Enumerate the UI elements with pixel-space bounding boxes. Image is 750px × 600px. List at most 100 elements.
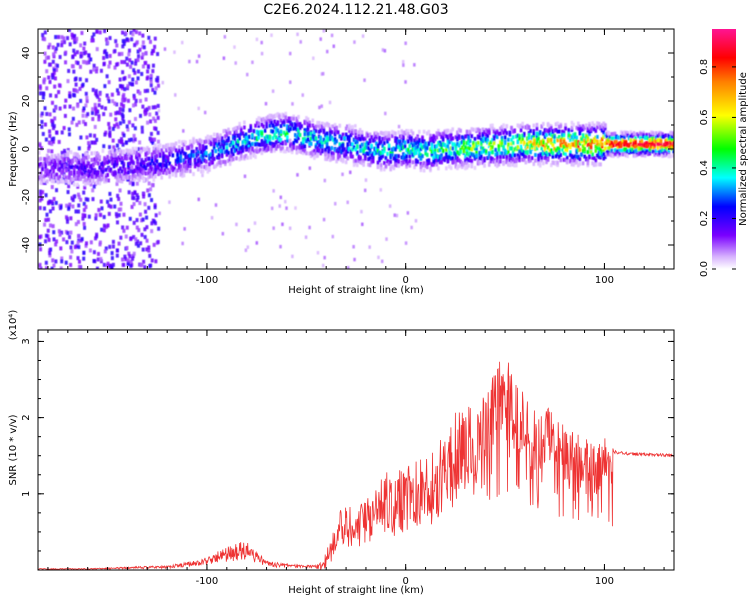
- heatmap-cell: [507, 150, 510, 155]
- heatmap-cell: [70, 120, 74, 125]
- heatmap-cell: [441, 136, 445, 141]
- heatmap-cell: [100, 167, 103, 172]
- heatmap-cell: [136, 89, 140, 94]
- heatmap-cell: [225, 149, 229, 154]
- heatmap-cell: [495, 163, 499, 168]
- heatmap-cell: [150, 173, 154, 178]
- heatmap-cell: [187, 154, 191, 159]
- heatmap-cell: [639, 146, 642, 151]
- heatmap-cell: [109, 204, 113, 209]
- heatmap-cell: [198, 156, 202, 161]
- heatmap-cell: [642, 153, 645, 158]
- heatmap-cell: [640, 132, 644, 137]
- heatmap-cell: [69, 245, 73, 250]
- heatmap-cell: [286, 119, 289, 124]
- heatmap-cell: [44, 157, 47, 162]
- heatmap-cell: [137, 54, 141, 59]
- heatmap-cell: [93, 102, 97, 107]
- heatmap-cell: [486, 138, 489, 143]
- heatmap-cell: [373, 146, 377, 151]
- heatmap-cell: [545, 153, 548, 158]
- heatmap-cell: [433, 154, 437, 159]
- heatmap-cell: [305, 119, 308, 124]
- heatmap-cell: [348, 135, 351, 140]
- heatmap-cell: [68, 175, 71, 180]
- heatmap-cell: [182, 139, 186, 144]
- heatmap-cell: [456, 142, 459, 147]
- heatmap-cell: [402, 160, 405, 165]
- heatmap-cell: [70, 64, 74, 69]
- heatmap-cell: [365, 145, 369, 150]
- heatmap-cell: [379, 130, 383, 135]
- heatmap-cell: [244, 144, 248, 149]
- heatmap-cell: [295, 134, 299, 139]
- heatmap-cell: [264, 101, 268, 106]
- heatmap-cell: [127, 162, 130, 167]
- heatmap-cell: [115, 253, 119, 258]
- heatmap-cell: [527, 154, 531, 159]
- heatmap-cell: [177, 139, 181, 144]
- heatmap-cell: [422, 139, 426, 144]
- heatmap-cell: [597, 162, 601, 167]
- heatmap-cell: [363, 136, 367, 141]
- heatmap-cell: [125, 124, 129, 129]
- heatmap-cell: [121, 70, 125, 75]
- heatmap-cell: [367, 133, 370, 138]
- heatmap-cell: [433, 158, 437, 163]
- heatmap-cell: [155, 165, 159, 170]
- heatmap-cell: [106, 223, 110, 228]
- heatmap-cell: [276, 128, 280, 133]
- heatmap-cell: [376, 164, 380, 169]
- heatmap-cell: [57, 83, 61, 88]
- heatmap-cell: [166, 169, 170, 174]
- heatmap-cell: [386, 131, 389, 136]
- heatmap-cell: [356, 150, 359, 155]
- heatmap-cell: [546, 129, 550, 134]
- heatmap-cell: [79, 54, 83, 59]
- heatmap-cell: [41, 167, 44, 172]
- heatmap-cell: [157, 172, 160, 177]
- heatmap-cell: [247, 134, 251, 139]
- heatmap-cell: [96, 161, 100, 166]
- heatmap-cell: [543, 145, 547, 150]
- heatmap-cell: [111, 239, 115, 244]
- heatmap-cell: [123, 167, 127, 172]
- heatmap-cell: [438, 160, 442, 165]
- heatmap-cell: [150, 221, 154, 226]
- heatmap-cell: [43, 51, 47, 56]
- heatmap-cell: [141, 217, 145, 222]
- heatmap-cell: [392, 156, 396, 161]
- heatmap-cell: [99, 259, 103, 264]
- heatmap-cell: [139, 149, 143, 154]
- heatmap-cell: [130, 60, 134, 65]
- heatmap-cell: [600, 153, 604, 158]
- snr-x-label: Height of straight line (km): [288, 585, 424, 596]
- heatmap-cell: [70, 240, 74, 245]
- heatmap-cell: [109, 112, 113, 117]
- heatmap-cell: [71, 116, 75, 121]
- heatmap-cell: [467, 152, 470, 157]
- heatmap-cell: [491, 126, 494, 131]
- heatmap-cell: [467, 141, 470, 146]
- heatmap-cell: [333, 137, 337, 142]
- heatmap-cell: [594, 128, 598, 133]
- heatmap-cell: [511, 140, 515, 145]
- heatmap-cell: [187, 163, 191, 168]
- heatmap-cell: [246, 144, 249, 149]
- heatmap-cell: [483, 163, 486, 168]
- heatmap-cell: [494, 160, 497, 165]
- heatmap-cell: [197, 106, 200, 111]
- heatmap-cell: [454, 163, 458, 168]
- heatmap-cell: [626, 149, 629, 154]
- heatmap-cell: [586, 134, 590, 139]
- heatmap-cell: [82, 119, 86, 124]
- heatmap-cell: [575, 142, 579, 147]
- heatmap-cell: [659, 139, 663, 144]
- heatmap-cell: [503, 135, 507, 140]
- heatmap-cell: [74, 60, 78, 65]
- heatmap-cell: [51, 258, 55, 263]
- heatmap-cell: [408, 153, 412, 158]
- heatmap-cell: [128, 161, 132, 166]
- heatmap-cell: [639, 139, 642, 144]
- heatmap-cell: [87, 154, 90, 159]
